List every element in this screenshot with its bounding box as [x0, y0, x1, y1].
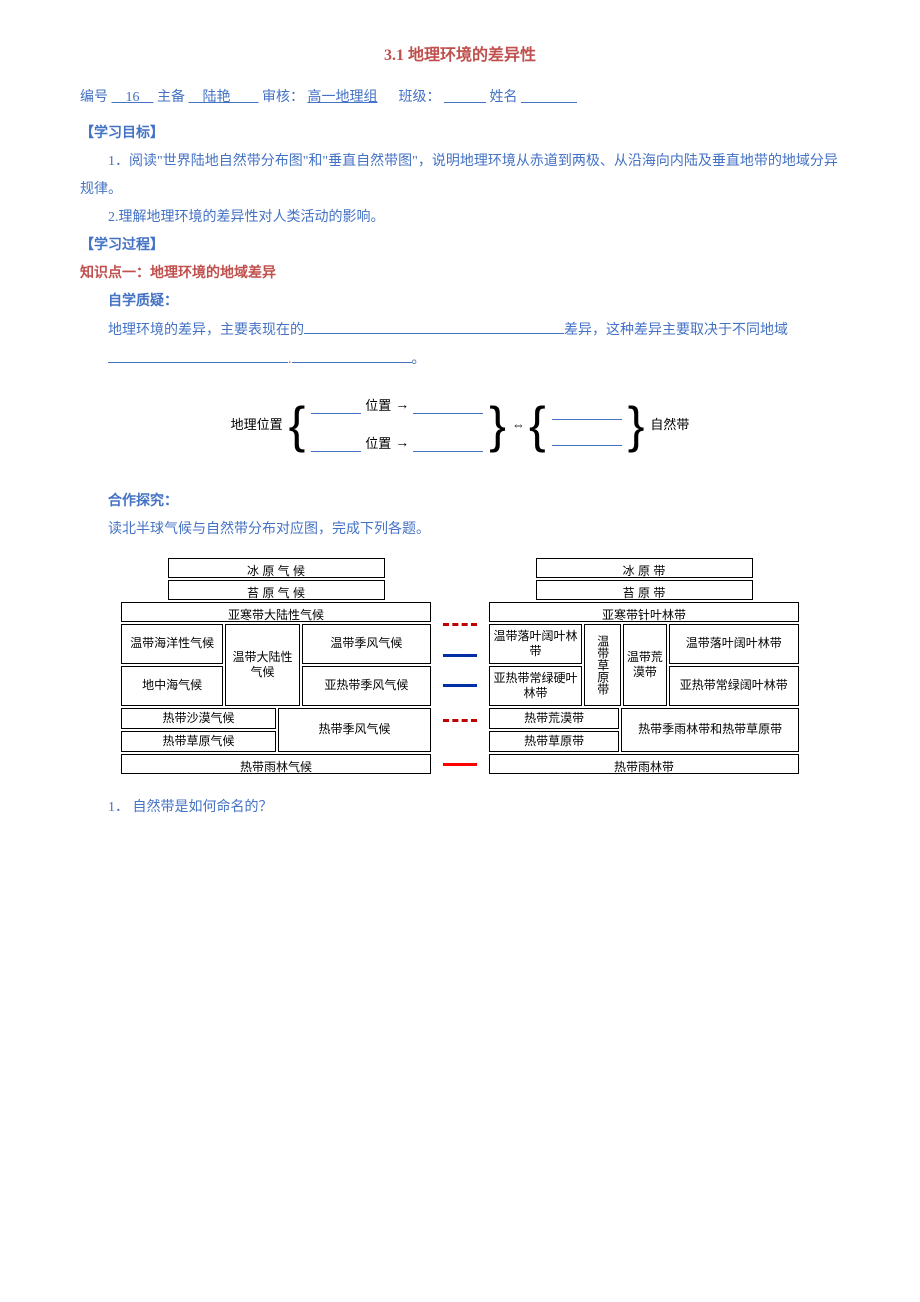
- blank-pos2b[interactable]: [413, 435, 483, 452]
- blank-1[interactable]: [304, 316, 564, 334]
- fill-text-b: 差异，这种差异主要取决于不同地域: [564, 323, 788, 338]
- position-diagram: 地理位置 { 位置 → 位置 → } ⇔ { } 自然带: [80, 392, 840, 458]
- connector-column: [445, 558, 475, 776]
- arrow-mid: ⇔: [512, 412, 523, 438]
- coop-intro: 读北半球气候与自然带分布对应图，完成下列各题。: [80, 516, 840, 544]
- fill-paragraph: 地理环境的差异，主要表现在的差异，这种差异主要取决于不同地域.。: [80, 316, 840, 374]
- connector-line: [443, 719, 477, 722]
- label-review: 审核：: [262, 90, 304, 105]
- connector-line: [443, 654, 477, 657]
- arrow-icon: →: [395, 430, 409, 458]
- label-author: 主备: [157, 90, 185, 105]
- climate-cell: 温带海洋性气候: [121, 624, 223, 664]
- climate-cell: 亚热带季风气候: [302, 666, 431, 706]
- blank-class[interactable]: [444, 90, 486, 105]
- biome-cell: 热带荒漠带: [489, 708, 619, 729]
- brace-right-open: {: [529, 400, 546, 450]
- climate-column: 冰 原 气 候 苔 原 气 候 亚寒带大陆性气候 温带海洋性气候 地中海气候 温…: [121, 558, 431, 776]
- climate-cell: 温带季风气候: [302, 624, 431, 664]
- label-class: 班级：: [399, 90, 441, 105]
- blank-2[interactable]: [108, 345, 288, 363]
- biome-column: 冰 原 带 苔 原 带 亚寒带针叶林带 温带落叶阔叶林带 亚热带常绿硬叶林带 温…: [489, 558, 799, 776]
- biome-cell: 热带季雨林带和热带草原带: [621, 708, 799, 752]
- diagram-left-label: 地理位置: [231, 412, 283, 438]
- connector-line: [443, 623, 477, 626]
- connector-line: [443, 763, 477, 766]
- value-author: 陆艳: [189, 90, 259, 105]
- blank-pos1a[interactable]: [311, 397, 361, 414]
- diagram-right-label: 自然带: [650, 412, 689, 438]
- kp1-heading: 知识点一：地理环境的地域差异: [80, 260, 840, 288]
- label-name: 姓名: [490, 90, 518, 105]
- pos-suffix-2: 位置: [365, 431, 391, 457]
- selfq-heading: 自学质疑：: [80, 288, 840, 316]
- brace-right-close: }: [628, 400, 645, 450]
- biome-cell: 热带草原带: [489, 731, 619, 752]
- biome-cell: 温带草原带: [584, 624, 621, 706]
- blank-3[interactable]: [292, 345, 412, 363]
- climate-cell: 热带沙漠气候: [121, 708, 276, 729]
- goal-1: 1．阅读"世界陆地自然带分布图"和"垂直自然带图"，说明地理环境从赤道到两极、从…: [80, 148, 840, 204]
- climate-cell: 冰 原 气 候: [168, 558, 385, 578]
- biome-cell: 苔 原 带: [536, 580, 753, 600]
- blank-mid1[interactable]: [552, 403, 622, 420]
- label-num: 编号: [80, 90, 108, 105]
- meta-row: 编号 16 主备 陆艳 审核： 高一地理组 班级： 姓名: [80, 84, 840, 112]
- biome-cell: 温带落叶阔叶林带: [489, 624, 582, 664]
- connector-line: [443, 684, 477, 687]
- climate-cell: 热带草原气候: [121, 731, 276, 752]
- goal-2: 2.理解地理环境的差异性对人类活动的影响。: [80, 204, 840, 232]
- fill-text-a: 地理环境的差异，主要表现在的: [108, 323, 304, 338]
- biome-cell: 热带雨林带: [489, 754, 799, 774]
- climate-cell: 地中海气候: [121, 666, 223, 706]
- biome-cell: 冰 原 带: [536, 558, 753, 578]
- biome-cell: 亚热带常绿硬叶林带: [489, 666, 582, 706]
- climate-cell: 热带雨林气候: [121, 754, 431, 774]
- climate-cell: 热带季风气候: [278, 708, 431, 752]
- page-title: 3.1 地理环境的差异性: [80, 40, 840, 72]
- blank-name[interactable]: [521, 90, 577, 105]
- climate-biome-chart: 冰 原 气 候 苔 原 气 候 亚寒带大陆性气候 温带海洋性气候 地中海气候 温…: [80, 558, 840, 776]
- value-num: 16: [112, 90, 154, 105]
- pos-suffix-1: 位置: [365, 393, 391, 419]
- blank-pos2a[interactable]: [311, 435, 361, 452]
- climate-cell: 温带大陆性气候: [225, 624, 299, 706]
- brace-left-close: }: [489, 400, 506, 450]
- fill-text-c: 。: [412, 352, 426, 367]
- coop-heading: 合作探究：: [80, 488, 840, 516]
- blank-mid2[interactable]: [552, 430, 622, 447]
- brace-left-open: {: [289, 400, 306, 450]
- biome-cell: 温带落叶阔叶林带: [669, 624, 799, 664]
- arrow-icon: →: [395, 392, 409, 420]
- heading-goal: 【学习目标】: [80, 120, 840, 148]
- biome-cell: 亚寒带针叶林带: [489, 602, 799, 622]
- climate-cell: 苔 原 气 候: [168, 580, 385, 600]
- climate-cell: 亚寒带大陆性气候: [121, 602, 431, 622]
- question-1: 1． 自然带是如何命名的？: [80, 794, 840, 822]
- biome-cell: 温带荒漠带: [623, 624, 666, 706]
- value-review: 高一地理组: [308, 90, 378, 105]
- heading-process: 【学习过程】: [80, 232, 840, 260]
- biome-cell: 亚热带常绿阔叶林带: [669, 666, 799, 706]
- blank-pos1b[interactable]: [413, 397, 483, 414]
